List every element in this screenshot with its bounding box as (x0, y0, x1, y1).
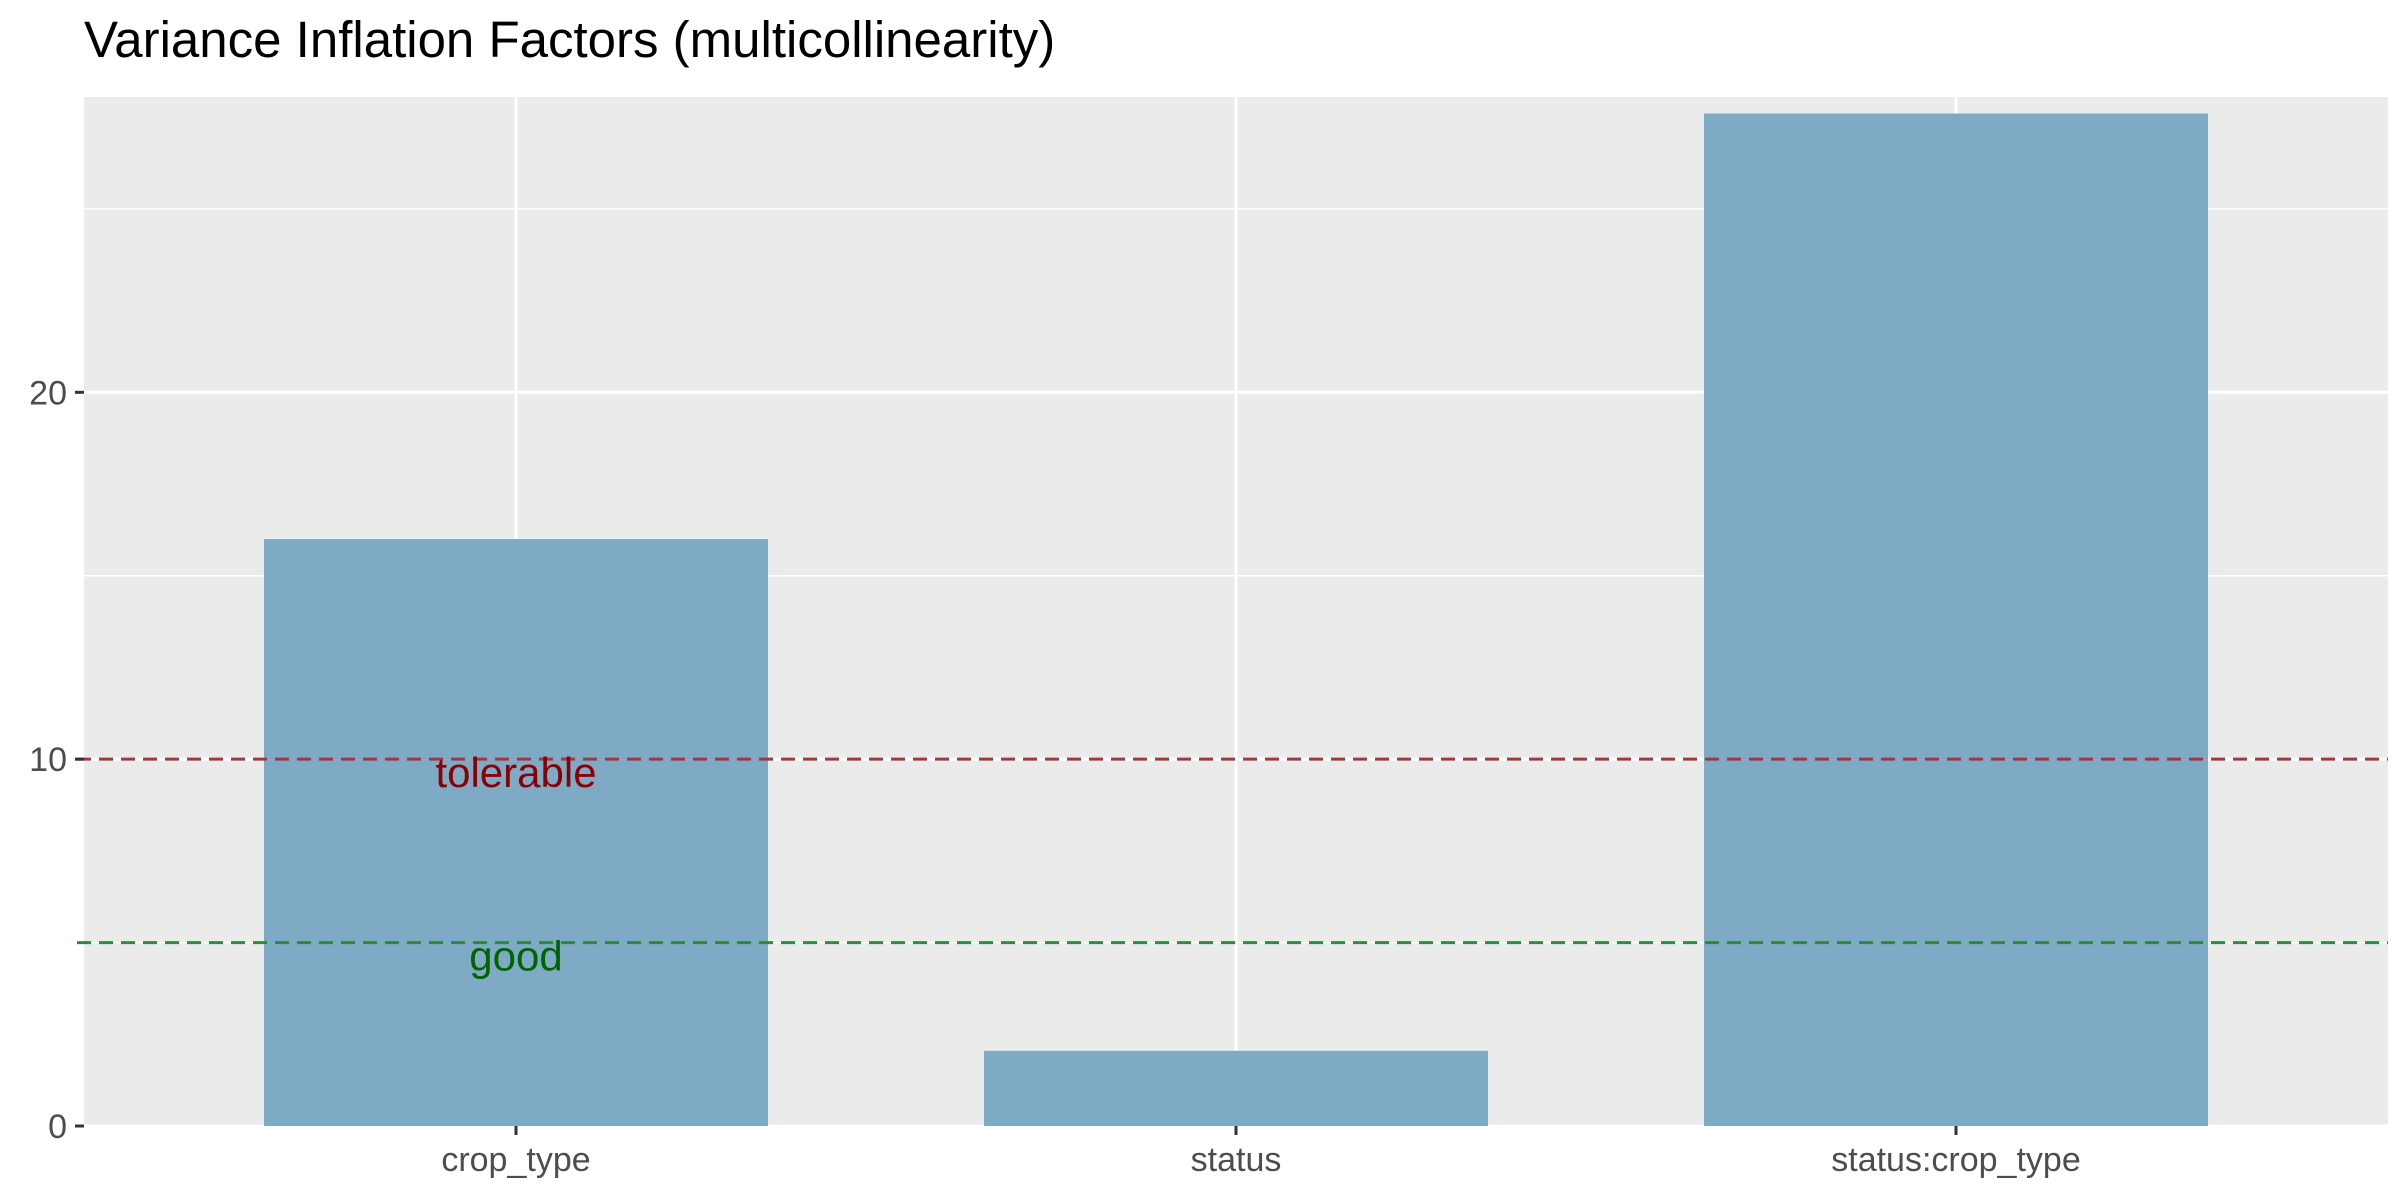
x-axis: crop_type status status:crop_type (441, 1126, 2081, 1179)
x-tick-label: crop_type (441, 1141, 590, 1179)
bar-status (984, 1050, 1488, 1126)
x-tick-label: status (1191, 1141, 1282, 1179)
chart-title: Variance Inflation Factors (multicolline… (84, 11, 1056, 68)
bar-crop-type (264, 539, 768, 1126)
y-tick-label: 0 (48, 1108, 67, 1146)
bars (264, 113, 2208, 1127)
reference-label-good: good (469, 933, 562, 980)
reference-label-tolerable: tolerable (435, 749, 596, 796)
y-axis: 0 10 20 (29, 374, 84, 1146)
reference-lines (77, 757, 2388, 945)
y-tick-label: 10 (29, 741, 67, 779)
reference-labels: tolerable good (435, 749, 596, 979)
x-tick-label: status:crop_type (1831, 1141, 2080, 1179)
bar-status-crop-type (1704, 113, 2208, 1127)
y-tick-label: 20 (29, 374, 67, 412)
